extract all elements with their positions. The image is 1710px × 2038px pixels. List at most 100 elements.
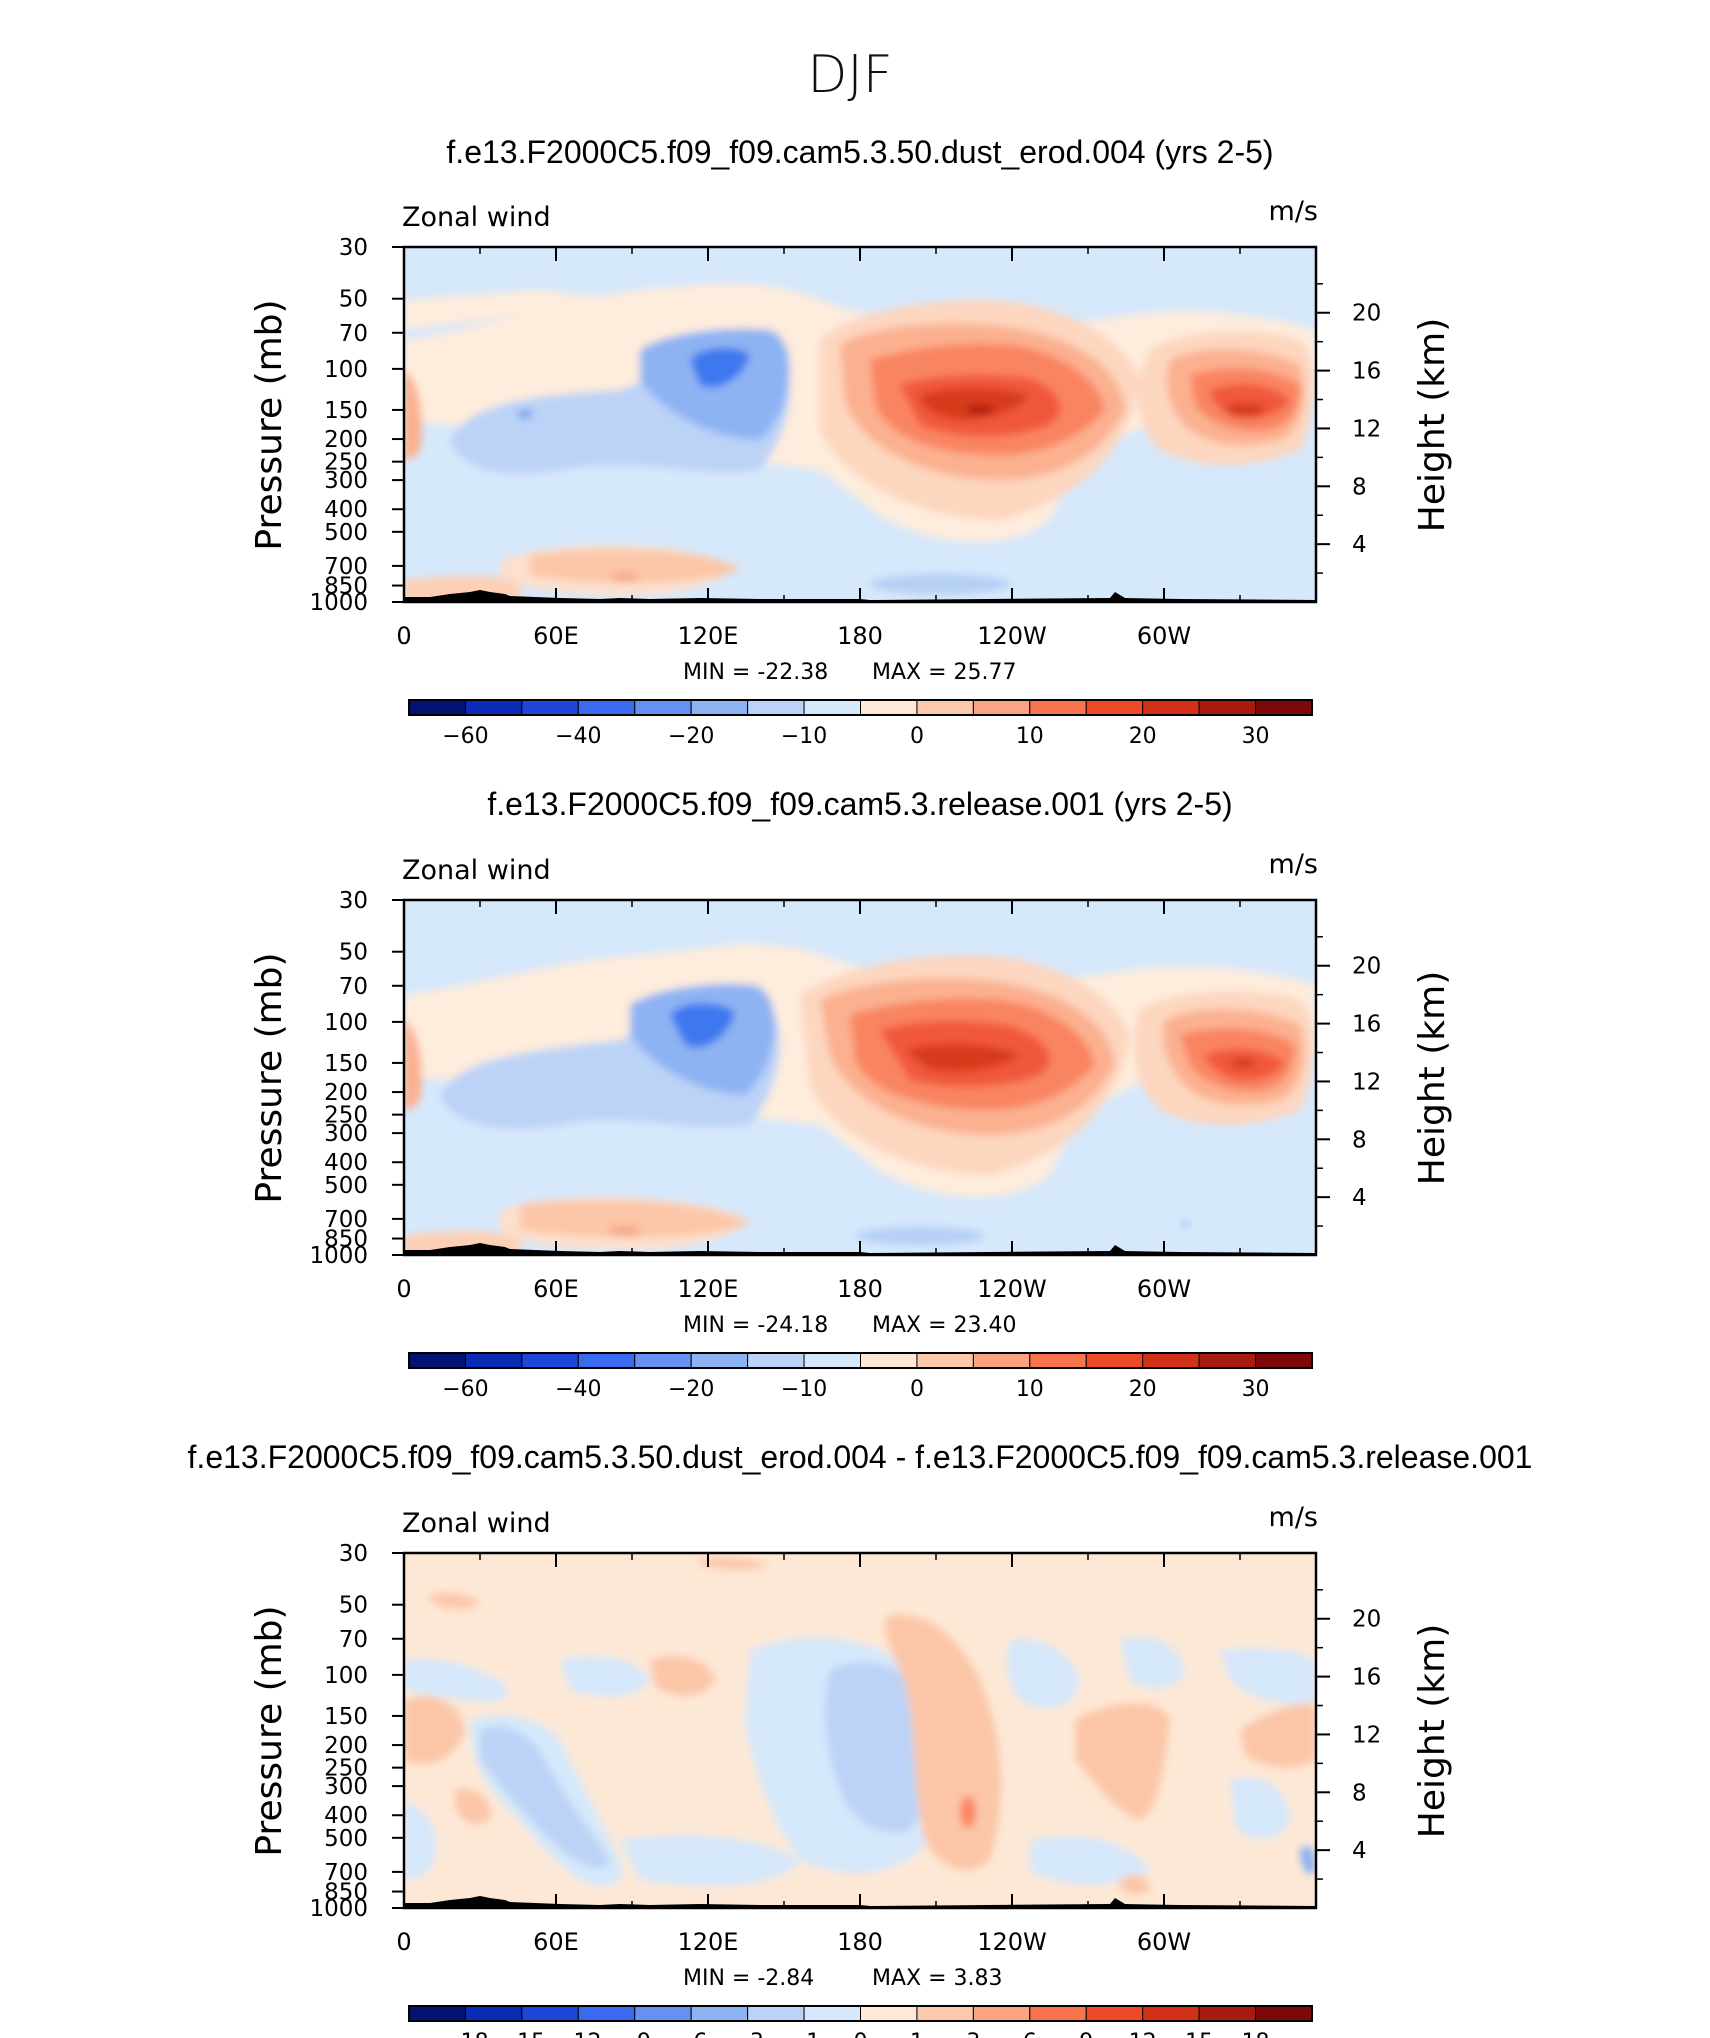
y-tick-label: 500 (324, 520, 368, 546)
y-tick-label: 850 (324, 1227, 368, 1253)
figure-title: DJF (807, 45, 892, 105)
y-tick-label: 500 (324, 1173, 368, 1199)
y-right-tick-label: 16 (1352, 1012, 1381, 1038)
panel-2-variable-label: Zonal wind (402, 855, 551, 886)
x-tick-label: 180 (837, 1275, 883, 1303)
y-tick-label: 300 (324, 1121, 368, 1147)
y-tick-label: 300 (324, 468, 368, 494)
colorbar-swatch (1255, 2005, 1313, 2022)
x-tick-label: 60W (1137, 1928, 1191, 1956)
colorbar-label: −3 (731, 2030, 763, 2038)
colorbar-label: 0 (854, 2030, 868, 2038)
colorbar-label: −10 (781, 724, 827, 749)
colorbar-swatch (1198, 1352, 1257, 1369)
colorbar-swatch (1029, 699, 1087, 716)
y-right-tick-label: 12 (1352, 416, 1381, 442)
panel-2-max-label: MAX = 23.40 (872, 1313, 1017, 1338)
colorbar-swatch (1029, 1352, 1087, 1369)
colorbar-label: −20 (668, 724, 714, 749)
colorbar-swatch (916, 699, 974, 716)
colorbar-swatch (747, 699, 805, 716)
colorbar-swatch (577, 1352, 636, 1369)
colorbar-swatch (747, 2005, 805, 2022)
colorbar-swatch (408, 2005, 466, 2022)
y-tick-label: 850 (324, 1880, 368, 1906)
colorbar-swatch (803, 1352, 861, 1369)
y-tick-label: 200 (324, 1733, 368, 1759)
x-tick-label: 0 (396, 622, 411, 650)
y-tick-label: 100 (324, 357, 368, 383)
colorbar-label: 12 (1129, 2030, 1157, 2038)
x-tick-label: 180 (837, 622, 883, 650)
x-tick-label: 60E (533, 1928, 579, 1956)
panel-2-y-label: Pressure (mb) (249, 952, 290, 1203)
colorbar-label: 0 (910, 724, 924, 749)
panel-1-title: f.e13.F2000C5.f09_f09.cam5.3.50.dust_ero… (446, 134, 1273, 170)
panel-3-y-label-right: Height (km) (1412, 1624, 1453, 1838)
panel-1-units: m/s (1269, 196, 1318, 227)
colorbar-label: 10 (1016, 1377, 1044, 1402)
colorbar-label: 20 (1129, 724, 1157, 749)
colorbar-swatch (690, 2005, 749, 2022)
panel-2-colorbar: −60 −40 −20 −10 0 10 20 30 (408, 1352, 1313, 1402)
panel-3-y-label: Pressure (mb) (249, 1605, 290, 1856)
colorbar-swatch (972, 1352, 1031, 1369)
colorbar-label: −60 (442, 724, 488, 749)
y-tick-label: 30 (339, 235, 368, 261)
y-right-tick-label: 16 (1352, 359, 1381, 385)
y-tick-label: 400 (324, 1150, 368, 1176)
colorbar-label: −60 (442, 1377, 488, 1402)
y-tick-label: 100 (324, 1663, 368, 1689)
colorbar-label: 15 (1185, 2030, 1213, 2038)
colorbar-swatch (521, 2005, 579, 2022)
colorbar-label: −40 (555, 1377, 601, 1402)
x-tick-label: 120W (977, 1928, 1047, 1956)
colorbar-label: −6 (675, 2030, 707, 2038)
y-tick-label: 50 (339, 287, 368, 313)
colorbar-label: −40 (555, 724, 601, 749)
y-tick-label: 300 (324, 1774, 368, 1800)
colorbar-swatch (860, 1352, 918, 1369)
colorbar-swatch (464, 699, 523, 716)
colorbar-label: −15 (499, 2030, 545, 2038)
colorbar-swatch (521, 1352, 579, 1369)
x-tick-label: 60W (1137, 1275, 1191, 1303)
panel-3-colorbar: −18 −15 −12 −9 −6 −3 −1 0 1 3 6 9 12 15 18 (408, 2005, 1313, 2038)
y-right-tick-label: 4 (1352, 1185, 1367, 1211)
colorbar-swatch (408, 1352, 466, 1369)
colorbar-label: 10 (1016, 724, 1044, 749)
y-right-tick-label: 4 (1352, 1838, 1367, 1864)
colorbar-label: 30 (1242, 1377, 1270, 1402)
x-tick-label: 120W (977, 1275, 1047, 1303)
x-tick-label: 180 (837, 1928, 883, 1956)
y-right-tick-label: 20 (1352, 301, 1381, 327)
colorbar-label: −18 (442, 2030, 488, 2038)
panel-1-colorbar: −60 −40 −20 −10 0 10 20 30 (408, 699, 1313, 749)
y-tick-label: 250 (324, 1756, 368, 1782)
y-right-tick-label: 20 (1352, 954, 1381, 980)
x-tick-label: 120E (678, 1275, 739, 1303)
colorbar-label: −20 (668, 1377, 714, 1402)
x-tick-label: 60E (533, 622, 579, 650)
colorbar-swatch (803, 699, 861, 716)
colorbar-swatch (521, 699, 579, 716)
panel-2-units: m/s (1269, 849, 1318, 880)
colorbar-swatch (916, 1352, 974, 1369)
y-tick-label: 1000 (309, 590, 368, 616)
panel-1-contours (404, 247, 1316, 602)
y-tick-label: 150 (324, 398, 368, 424)
colorbar-swatch (1255, 699, 1313, 716)
colorbar-label: 0 (910, 1377, 924, 1402)
colorbar-swatch (972, 699, 1031, 716)
colorbar-frame (408, 699, 1313, 716)
y-tick-label: 200 (324, 1080, 368, 1106)
colorbar-swatch (464, 2005, 523, 2022)
panel-3-contours (404, 1553, 1316, 1908)
panel-3-min-label: MIN = -2.84 (683, 1966, 814, 1991)
colorbar-swatch (1142, 1352, 1200, 1369)
colorbar-label: −12 (555, 2030, 601, 2038)
